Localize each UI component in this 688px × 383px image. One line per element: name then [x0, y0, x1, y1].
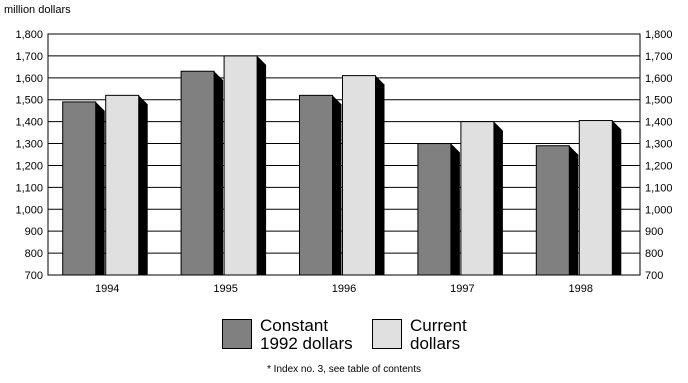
- bar-constant: [417, 143, 452, 276]
- y-tick-label-right: 1,700: [645, 51, 673, 63]
- y-tick-label-left: 1,600: [15, 73, 43, 85]
- bar-current-shadow: [375, 75, 385, 275]
- bar-chart: 700 700 800 800 900 900 1,000 1,000 1,100 1,100 1,…: [15, 29, 673, 295]
- x-tick-label: 1998: [569, 283, 593, 295]
- legend-swatch-constant: [222, 319, 252, 349]
- legend-label-current-line1: Current: [410, 316, 467, 335]
- bar-constant: [180, 70, 215, 276]
- bar-current: [460, 121, 495, 276]
- bar-current-shadow: [612, 120, 622, 275]
- y-tick-label-right: 1,800: [645, 29, 673, 41]
- y-tick-label-left: 1,500: [15, 95, 43, 107]
- legend-swatch-current: [372, 319, 402, 349]
- y-tick-label-right: 900: [645, 226, 663, 238]
- legend-item-current: Current dollars: [372, 317, 522, 357]
- y-axis-unit-label: million dollars: [4, 4, 71, 16]
- y-tick-label-right: 1,400: [645, 117, 673, 129]
- legend-label-constant: Constant 1992 dollars: [260, 317, 353, 353]
- legend-item-constant: Constant 1992 dollars: [222, 317, 372, 357]
- bar-current-shadow: [493, 121, 503, 276]
- y-tick-label-left: 1,200: [15, 160, 43, 172]
- legend-label-constant-line2: 1992 dollars: [260, 334, 353, 353]
- bar-constant-shadow: [332, 95, 342, 275]
- legend-label-current: Current dollars: [410, 317, 467, 353]
- y-tick-label-left: 1,000: [15, 204, 43, 216]
- x-tick-label: 1995: [213, 283, 237, 295]
- bar-constant-shadow: [214, 71, 224, 275]
- bar-current-shadow: [138, 95, 148, 275]
- bar-constant-shadow: [450, 143, 460, 275]
- bar-current-shadow: [257, 55, 267, 276]
- y-tick-label-left: 1,700: [15, 51, 43, 63]
- bar-constant: [299, 94, 333, 276]
- y-tick-label-right: 1,100: [645, 182, 673, 194]
- x-tick-label: 1997: [450, 283, 474, 295]
- legend-label-constant-line1: Constant: [260, 316, 329, 335]
- chart-legend: Constant 1992 dollars Current dollars: [222, 317, 522, 357]
- bar-constant-shadow: [569, 145, 579, 275]
- y-tick-label-right: 1,600: [645, 73, 673, 85]
- y-tick-label-right: 1,200: [645, 160, 673, 172]
- bar-constant: [535, 145, 570, 276]
- bar-constant-shadow: [95, 101, 105, 275]
- y-tick-label-right: 1,300: [645, 139, 673, 151]
- y-tick-label-left: 1,800: [15, 29, 43, 41]
- y-tick-label-left: 1,100: [15, 182, 43, 194]
- y-tick-label-right: 800: [645, 248, 663, 260]
- bar-current: [578, 120, 613, 276]
- footnote: * Index no. 3, see table of contents: [267, 364, 421, 375]
- y-tick-label-left: 1,300: [15, 139, 43, 151]
- x-tick-label: 1996: [332, 283, 356, 295]
- bar-constant: [62, 101, 97, 276]
- y-tick-label-right: 1,500: [645, 95, 673, 107]
- y-tick-label-right: 1,000: [645, 204, 673, 216]
- y-tick-label-right: 700: [645, 270, 663, 282]
- bar-current: [105, 94, 140, 276]
- y-tick-label-left: 800: [25, 248, 43, 260]
- y-tick-label-left: 1,400: [15, 117, 43, 129]
- x-tick-label: 1994: [95, 283, 119, 295]
- y-tick-label-left: 900: [25, 226, 43, 238]
- bar-current: [342, 75, 376, 276]
- bar-current: [223, 55, 258, 276]
- legend-label-current-line2: dollars: [410, 334, 461, 353]
- y-tick-label-left: 700: [25, 270, 43, 282]
